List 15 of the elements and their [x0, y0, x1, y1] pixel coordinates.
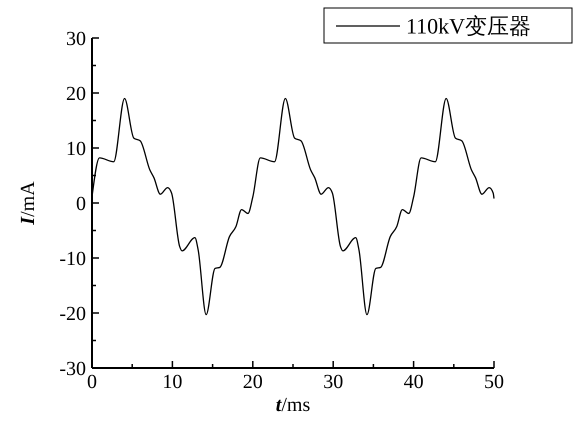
x-tick-label: 10 — [162, 371, 182, 393]
y-tick-label: -10 — [59, 248, 86, 270]
y-tick-label: 30 — [66, 28, 86, 50]
x-axis-title: t/ms — [276, 394, 310, 416]
x-tick-label: 50 — [484, 371, 504, 393]
legend-label: 110kV变压器 — [406, 14, 532, 39]
x-tick-label: 20 — [242, 371, 263, 393]
y-tick-label: 10 — [66, 138, 86, 160]
x-tick-label: 40 — [404, 371, 424, 393]
y-axis-title: I/mA — [17, 180, 39, 226]
x-tick-label: 30 — [323, 371, 344, 393]
y-tick-label: -30 — [59, 358, 86, 380]
y-tick-label: -20 — [59, 303, 86, 325]
y-tick-label: 20 — [66, 83, 86, 105]
y-tick-label: 0 — [76, 193, 86, 215]
